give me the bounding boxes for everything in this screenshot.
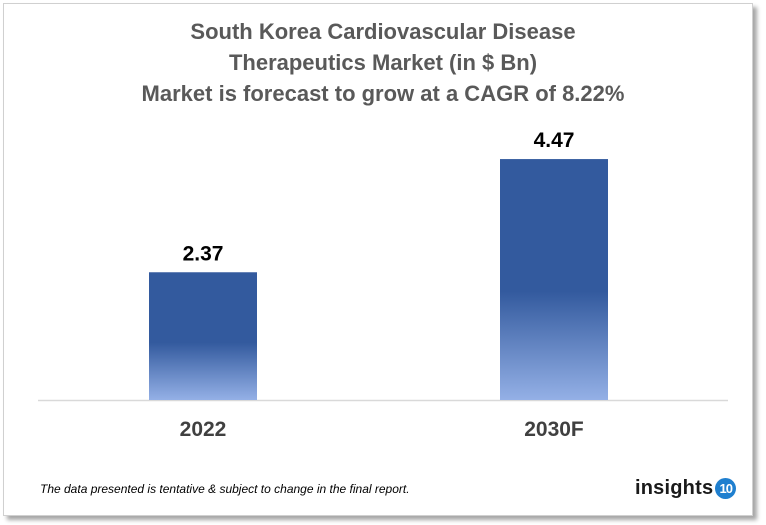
bar-2030F [500,159,608,400]
chart-title: South Korea Cardiovascular Disease Thera… [0,16,766,109]
title-line-1: South Korea Cardiovascular Disease [190,19,576,44]
x-tick-label: 2030F [524,418,584,441]
logo-text: insights [635,477,714,499]
x-tick-label: 2022 [180,418,227,441]
title-line-3: Market is forecast to grow at a CAGR of … [141,81,625,106]
bar-2022 [149,272,257,400]
disclaimer-note: The data presented is tentative & subjec… [40,482,410,496]
data-label: 2.37 [183,242,224,265]
logo-badge: 10 [715,478,737,499]
chart-frame [3,3,753,516]
insights10-logo: insights 10 [635,477,737,500]
data-label: 4.47 [534,129,575,152]
title-line-2: Therapeutics Market (in $ Bn) [228,50,538,75]
